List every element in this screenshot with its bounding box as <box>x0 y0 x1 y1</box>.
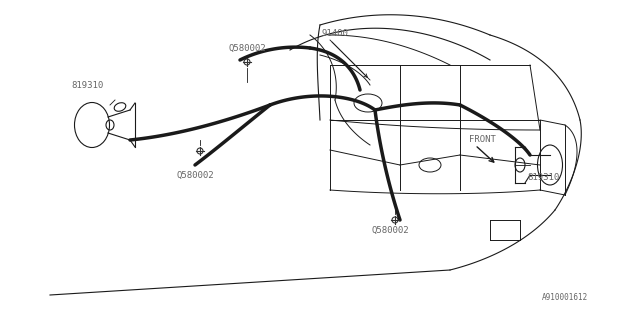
Text: 91400: 91400 <box>322 29 349 38</box>
Text: 819310: 819310 <box>527 173 559 182</box>
Text: A910001612: A910001612 <box>541 293 588 302</box>
Text: FRONT: FRONT <box>469 135 496 145</box>
Text: Q580002: Q580002 <box>228 44 266 52</box>
Text: Q580002: Q580002 <box>176 171 214 180</box>
Text: 819310: 819310 <box>71 81 103 90</box>
Text: Q580002: Q580002 <box>371 226 409 235</box>
